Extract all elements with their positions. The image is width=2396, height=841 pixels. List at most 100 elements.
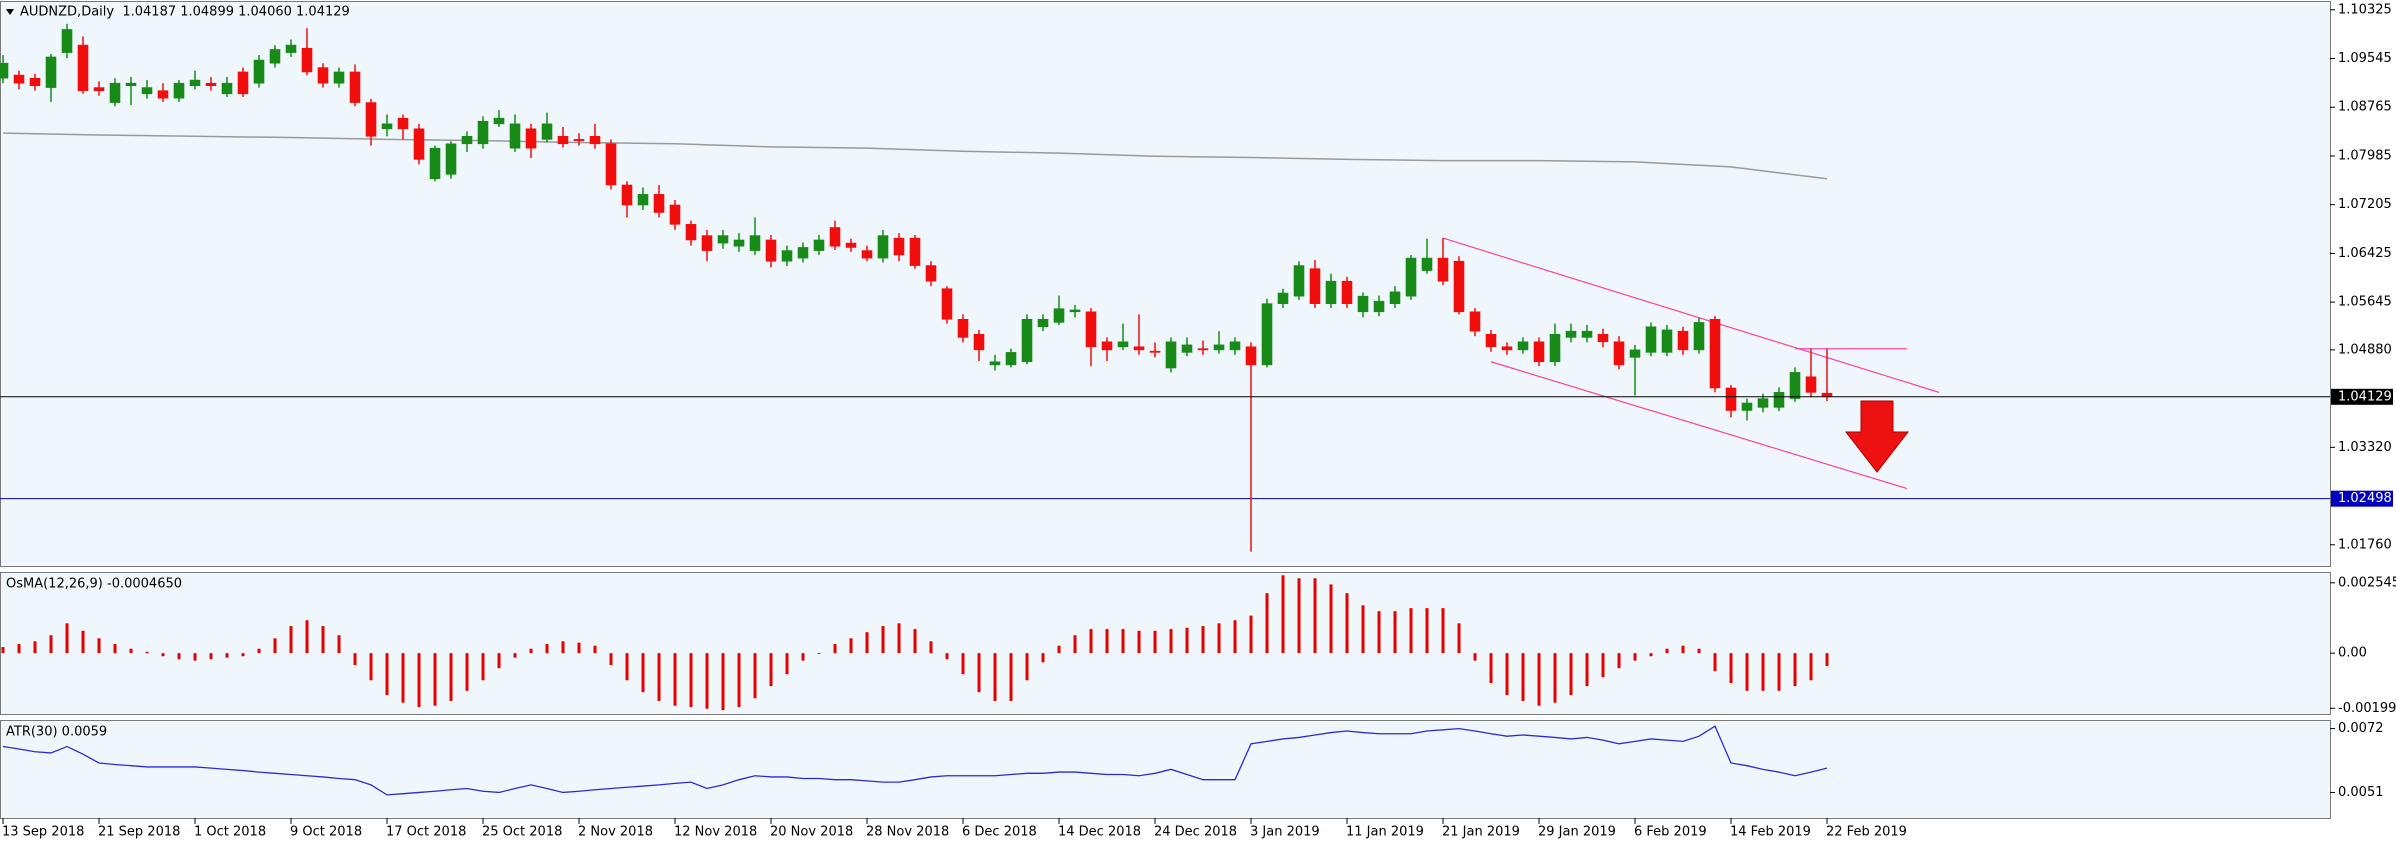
candle-body	[1101, 341, 1113, 351]
candle-body	[189, 79, 201, 86]
candle-body	[61, 29, 73, 53]
x-tick-label: 20 Nov 2018	[770, 825, 853, 840]
x-tick-label: 14 Feb 2019	[1730, 825, 1811, 840]
candle-body	[1453, 260, 1465, 313]
atr-panel-title: ATR(30) 0.0059	[6, 725, 107, 740]
candle-body	[941, 288, 953, 320]
candle-body	[173, 82, 185, 99]
candle-body	[877, 235, 889, 259]
x-tick-label: 29 Jan 2019	[1538, 825, 1616, 840]
candle-body	[1309, 268, 1321, 304]
x-tick-label: 6 Dec 2018	[962, 825, 1037, 840]
candle-body	[1229, 341, 1241, 351]
candle-body	[717, 235, 729, 244]
candle-body	[1581, 330, 1593, 338]
x-tick-label: 28 Nov 2018	[866, 825, 949, 840]
candle-body	[1133, 346, 1145, 351]
candle-body	[1661, 329, 1673, 353]
down-arrow-annotation	[1844, 400, 1910, 473]
y-tick-label: 0.0051	[2338, 785, 2384, 800]
candle-body	[45, 56, 57, 88]
candle-body	[701, 235, 713, 251]
candle-body	[13, 74, 25, 84]
level-price-box	[2331, 490, 2393, 507]
candle-body	[1789, 372, 1801, 399]
candle-body	[493, 117, 505, 125]
y-tick-label: 0.00	[2338, 646, 2367, 661]
y-tick-label: 0.0072	[2338, 721, 2384, 736]
candle-body	[1725, 387, 1737, 411]
price-panel-title: AUDNZD,Daily 1.04187 1.04899 1.04060 1.0…	[20, 5, 350, 20]
x-tick-label: 13 Sep 2018	[2, 825, 84, 840]
candle-body	[1821, 392, 1833, 398]
candle-body	[813, 239, 825, 251]
x-tick-label: 9 Oct 2018	[290, 825, 362, 840]
candle-body	[893, 237, 905, 256]
candle-body	[269, 49, 281, 64]
candle-body	[1165, 341, 1177, 369]
current-price-box	[2331, 388, 2393, 405]
candle-body	[1181, 344, 1193, 353]
candle-body	[1517, 341, 1529, 351]
candle-body	[1805, 376, 1817, 393]
candle-body	[685, 224, 697, 241]
candle-body	[541, 123, 553, 140]
indicator-line	[2, 725, 1828, 796]
candle-body	[1005, 352, 1017, 366]
candle-body	[605, 143, 617, 186]
y-tick-label: 0.0025455	[2338, 575, 2396, 590]
x-tick-label: 24 Dec 2018	[1154, 825, 1237, 840]
candle-body	[909, 237, 921, 266]
candle-body	[1373, 300, 1385, 313]
y-tick-label: 1.05645	[2338, 295, 2392, 310]
y-tick-label: 1.07985	[2338, 148, 2392, 163]
candle-body	[573, 139, 585, 141]
candle-body	[637, 194, 649, 206]
candle-body	[669, 204, 681, 225]
candle-body	[413, 128, 425, 160]
x-tick-label: 25 Oct 2018	[482, 825, 562, 840]
candle-body	[621, 184, 633, 206]
y-tick-label: -0.0019927	[2338, 701, 2396, 716]
candle-body	[733, 239, 745, 247]
current-price-label: 1.04129	[2338, 389, 2392, 404]
candle-body	[589, 135, 601, 145]
candle-body	[525, 128, 537, 149]
candle-body	[221, 82, 233, 95]
symbol-menu-icon	[6, 9, 14, 15]
candle-body	[93, 87, 105, 91]
candle-body	[1533, 341, 1545, 363]
candle-body	[1069, 309, 1081, 313]
y-tick-label: 1.06425	[2338, 246, 2392, 261]
x-tick-label: 11 Jan 2019	[1346, 825, 1424, 840]
candle-body	[1053, 308, 1065, 323]
candle-body	[957, 318, 969, 338]
osma-panel-title: OsMA(12,26,9) -0.0004650	[6, 577, 182, 592]
atr-panel	[0, 720, 2331, 819]
channel-lower	[1490, 361, 1908, 490]
candle-body	[141, 87, 153, 95]
candle-body	[1021, 318, 1033, 363]
candle-body	[1437, 257, 1449, 282]
candle-body	[557, 135, 569, 145]
candle-body	[365, 102, 377, 137]
x-tick-label: 3 Jan 2019	[1250, 825, 1320, 840]
candle-body	[845, 242, 857, 248]
candle-body	[1421, 257, 1433, 271]
candle-body	[1597, 333, 1609, 343]
candle-body	[1245, 346, 1257, 366]
x-tick-label: 22 Feb 2019	[1826, 825, 1907, 840]
candle-body	[333, 71, 345, 84]
candle-body	[1549, 333, 1561, 363]
candle-body	[477, 120, 489, 145]
candle-body	[1773, 392, 1785, 408]
price-panel	[0, 1, 2331, 567]
channel-upper	[1442, 237, 1940, 393]
candle-body	[237, 71, 249, 95]
candle-body	[829, 227, 841, 247]
candle-body	[1469, 311, 1481, 332]
candle-body	[925, 265, 937, 282]
candle-body	[317, 67, 329, 84]
candle-body	[1293, 265, 1305, 297]
